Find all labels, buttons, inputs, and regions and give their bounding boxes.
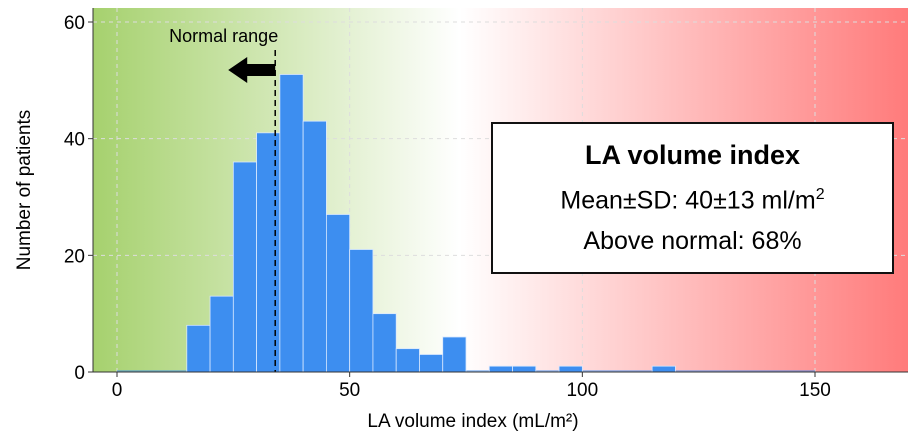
x-tick-label: 0 <box>112 380 123 401</box>
summary-mean-sd-superscript: 2 <box>815 186 825 204</box>
y-ticks: 0 20 40 60 <box>64 13 93 384</box>
histogram-bar <box>256 132 281 373</box>
histogram-bar <box>372 313 397 373</box>
histogram-bar <box>209 295 234 373</box>
histogram-bar <box>442 336 467 373</box>
x-axis-title: LA volume index (mL/m²) <box>367 411 578 432</box>
histogram-bar <box>488 365 513 373</box>
histogram-bar <box>302 120 327 373</box>
y-tick-label: 20 <box>64 246 85 267</box>
histogram-bar <box>558 365 583 373</box>
summary-box: LA volume index Mean±SD: 40±13 ml/m2 Abo… <box>491 122 894 274</box>
histogram-bar <box>349 249 374 373</box>
histogram-bar <box>512 365 537 373</box>
y-tick-label: 60 <box>64 13 85 34</box>
normal-range-label: Normal range <box>169 26 278 46</box>
y-axis-title: Number of patients <box>14 110 35 271</box>
x-tick-label: 150 <box>799 380 831 401</box>
summary-title: LA volume index <box>584 140 801 171</box>
x-ticks: 0 50 100 150 <box>112 372 831 401</box>
histogram-bar <box>419 354 444 373</box>
x-tick-label: 50 <box>339 380 360 401</box>
left-arrow-icon <box>228 57 276 83</box>
y-tick-label: 40 <box>64 130 85 151</box>
summary-mean-sd-text: Mean±SD: 40±13 ml/m <box>560 186 816 215</box>
axes <box>92 8 908 373</box>
summary-above-normal: Above normal: 68% <box>583 226 802 255</box>
histogram-bar <box>186 324 211 373</box>
y-tick-label: 0 <box>74 363 85 384</box>
histogram-bar <box>651 365 676 373</box>
histogram-bar <box>325 214 351 373</box>
histogram-bar <box>232 161 257 373</box>
histogram-bar <box>279 74 304 373</box>
summary-mean-sd: Mean±SD: 40±13 ml/m2 <box>560 175 824 220</box>
x-tick-label: 100 <box>566 380 598 401</box>
bars <box>117 74 815 373</box>
histogram-bar <box>395 348 420 373</box>
